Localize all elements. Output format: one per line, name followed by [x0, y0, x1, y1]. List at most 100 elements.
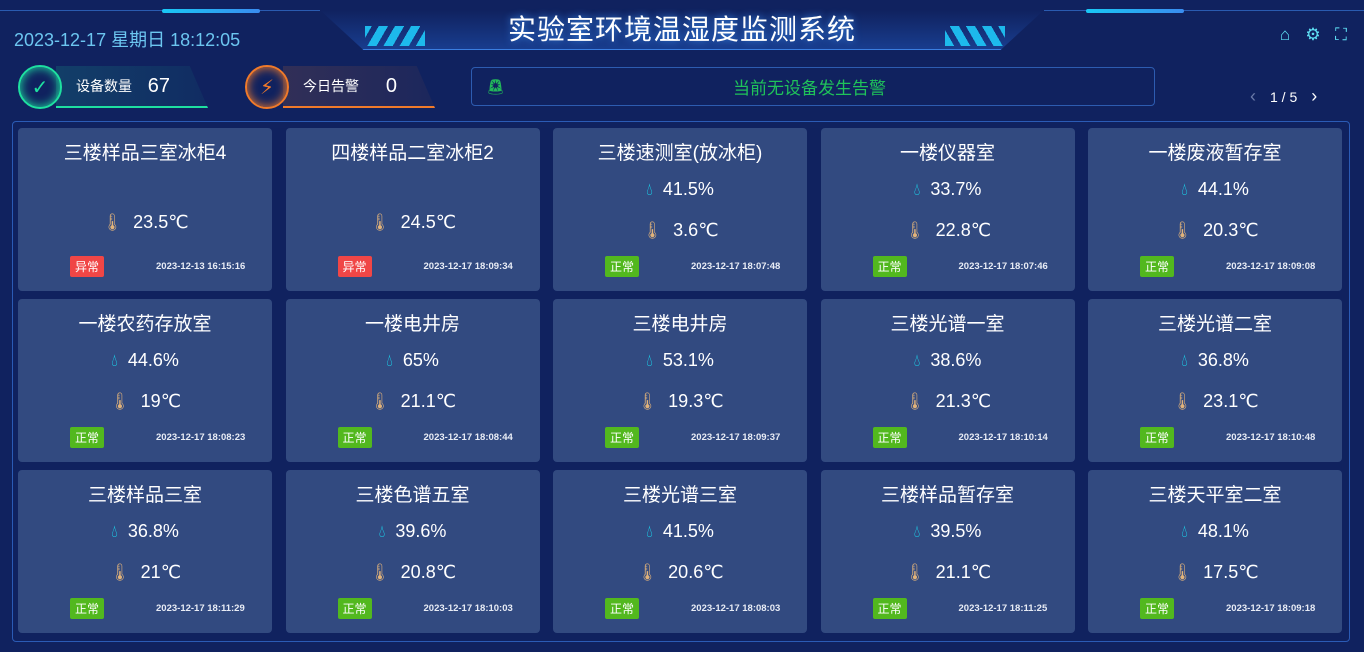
- humidity-value: 38.6%: [930, 350, 982, 370]
- next-page-button[interactable]: ›: [1311, 86, 1318, 106]
- temperature-value: 17.5℃: [1203, 562, 1259, 582]
- device-name: 一楼仪器室: [899, 143, 995, 164]
- update-time: 2023-12-17 18:07:46: [958, 261, 1048, 272]
- status-badge: 正常: [70, 598, 105, 619]
- device-grid: 三楼样品三室冰柜4 🌡︎ 23.5℃ 异常 2023-12-13 16:15:16 四楼样…: [12, 121, 1350, 642]
- status-badge: 异常: [70, 256, 105, 277]
- thermometer-icon: 🌡︎: [636, 391, 659, 411]
- stat-label: 今日告警: [303, 78, 359, 94]
- home-icon[interactable]: ⌂: [1279, 25, 1291, 44]
- thermometer-icon: 🌡︎: [904, 220, 926, 240]
- temperature-value: 3.6℃: [673, 220, 719, 240]
- siren-icon: 🚨︎: [486, 78, 506, 96]
- humidity-value: 36.8%: [127, 521, 179, 541]
- update-time: 2023-12-13 16:15:16: [156, 261, 246, 272]
- device-name: 三楼电井房: [632, 314, 728, 335]
- update-time: 2023-12-17 18:09:34: [423, 261, 513, 272]
- device-card[interactable]: 三楼光谱二室 💧︎ 36.8% 🌡︎ 23.1℃ 正常 2023-12-17 18:10:4…: [1088, 299, 1342, 462]
- status-badge: 正常: [872, 256, 907, 277]
- fullscreen-icon[interactable]: ⛶: [1335, 25, 1347, 44]
- status-badge: 正常: [605, 256, 640, 277]
- update-time: 2023-12-17 18:11:29: [156, 603, 245, 614]
- status-badge: 正常: [70, 427, 105, 448]
- device-card[interactable]: 三楼样品暂存室 💧︎ 39.5% 🌡︎ 21.1℃ 正常 2023-12-17 18:11:…: [820, 470, 1075, 633]
- update-time: 2023-12-17 18:07:48: [691, 261, 781, 272]
- prev-page-button[interactable]: ‹: [1250, 86, 1256, 106]
- gear-icon[interactable]: ⚙: [1305, 25, 1321, 44]
- device-name: 四楼样品二室冰柜2: [331, 143, 494, 164]
- thermometer-icon: 🌡︎: [109, 562, 131, 582]
- device-card[interactable]: 一楼废液暂存室 💧︎ 44.1% 🌡︎ 20.3℃ 正常 2023-12-17 18:09:…: [1088, 128, 1342, 291]
- temperature-value: 20.6℃: [668, 562, 724, 582]
- device-name: 一楼农药存放室: [78, 314, 212, 335]
- header-glow: [1086, 9, 1184, 13]
- update-time: 2023-12-17 18:09:08: [1226, 261, 1316, 272]
- temperature-value: 21.1℃: [400, 391, 456, 411]
- status-badge: 正常: [1140, 256, 1175, 277]
- humidity-icon: 💧︎: [1181, 350, 1188, 370]
- device-card[interactable]: 三楼天平室二室 💧︎ 48.1% 🌡︎ 17.5℃ 正常 2023-12-17 18:09:…: [1088, 470, 1342, 633]
- device-card[interactable]: 一楼农药存放室 💧︎ 44.6% 🌡︎ 19℃ 正常 2023-12-17 18:08:23: [18, 299, 272, 462]
- humidity-value: 36.8%: [1197, 350, 1249, 370]
- update-time: 2023-12-17 18:11:25: [958, 603, 1048, 614]
- device-name: 三楼样品三室: [87, 485, 202, 506]
- temperature-value: 23.5℃: [133, 212, 189, 232]
- humidity-icon: 💧︎: [646, 350, 653, 370]
- humidity-value: 48.1%: [1197, 521, 1249, 541]
- temperature-value: 19℃: [140, 391, 181, 411]
- status-badge: 正常: [605, 427, 640, 448]
- status-badge: 正常: [872, 427, 907, 448]
- device-name: 一楼电井房: [364, 314, 460, 335]
- stat-value: 67: [147, 74, 170, 97]
- device-card[interactable]: 四楼样品二室冰柜2 🌡︎ 24.5℃ 异常 2023-12-17 18:09:34: [285, 128, 540, 291]
- thermometer-icon: 🌡︎: [904, 562, 926, 582]
- status-badge: 正常: [605, 598, 640, 619]
- check-circle-icon: ✓: [18, 65, 62, 109]
- thermometer-icon: 🌡︎: [636, 562, 659, 582]
- humidity-value: 44.6%: [127, 350, 179, 370]
- humidity-icon: 💧︎: [111, 521, 118, 541]
- humidity-value: 39.6%: [395, 521, 447, 541]
- humidity-value: 44.1%: [1197, 179, 1249, 199]
- device-card[interactable]: 一楼仪器室 💧︎ 33.7% 🌡︎ 22.8℃ 正常 2023-12-17 18:07:46: [820, 128, 1075, 291]
- thermometer-icon: 🌡︎: [369, 562, 391, 582]
- humidity-icon: 💧︎: [646, 179, 653, 199]
- device-card[interactable]: 三楼色谱五室 💧︎ 39.6% 🌡︎ 20.8℃ 正常 2023-12-17 18:10:0…: [285, 470, 540, 633]
- device-name: 三楼样品三室冰柜4: [63, 143, 227, 164]
- stat-value: 0: [385, 74, 397, 97]
- today-alarm-stat: ⚡ 今日告警 0: [245, 64, 435, 110]
- humidity-value: 33.7%: [930, 179, 982, 199]
- device-card[interactable]: 一楼电井房 💧︎ 65% 🌡︎ 21.1℃ 正常 2023-12-17 18:08:44: [285, 299, 540, 462]
- status-badge: 正常: [872, 598, 907, 619]
- device-card[interactable]: 三楼光谱三室 💧︎ 41.5% 🌡︎ 20.6℃ 正常 2023-12-17 18:08:0…: [553, 470, 807, 633]
- humidity-icon: 💧︎: [386, 350, 393, 370]
- humidity-icon: 💧︎: [646, 521, 653, 541]
- thermometer-icon: 🌡︎: [1171, 220, 1194, 240]
- update-time: 2023-12-17 18:10:03: [423, 603, 513, 614]
- humidity-value: 53.1%: [662, 350, 714, 370]
- humidity-icon: 💧︎: [111, 350, 118, 370]
- device-card[interactable]: 三楼电井房 💧︎ 53.1% 🌡︎ 19.3℃ 正常 2023-12-17 18:09:37: [553, 299, 807, 462]
- status-badge: 异常: [337, 256, 372, 277]
- device-count-stat: ✓ 设备数量 67: [18, 64, 208, 110]
- device-card[interactable]: 三楼光谱一室 💧︎ 38.6% 🌡︎ 21.3℃ 正常 2023-12-17 18:10:1…: [820, 299, 1075, 462]
- humidity-icon: 💧︎: [913, 179, 921, 199]
- temperature-value: 21.3℃: [935, 391, 991, 411]
- update-time: 2023-12-17 18:08:03: [691, 603, 781, 614]
- device-name: 三楼光谱一室: [890, 314, 1005, 335]
- device-card[interactable]: 三楼速测室(放冰柜) 💧︎ 41.5% 🌡︎ 3.6℃ 正常 2023-12-17 18:0…: [553, 128, 807, 291]
- device-name: 三楼样品暂存室: [880, 485, 1014, 506]
- thermometer-icon: 🌡︎: [109, 391, 131, 411]
- thermometer-icon: 🌡︎: [101, 212, 124, 232]
- update-time: 2023-12-17 18:10:48: [1226, 432, 1316, 443]
- device-name: 三楼光谱二室: [1157, 314, 1272, 335]
- device-card[interactable]: 三楼样品三室冰柜4 🌡︎ 23.5℃ 异常 2023-12-13 16:15:16: [18, 128, 272, 291]
- temperature-value: 21℃: [140, 562, 181, 582]
- device-name: 一楼废液暂存室: [1148, 143, 1282, 164]
- humidity-icon: 💧︎: [1181, 179, 1188, 199]
- humidity-icon: 💧︎: [913, 521, 921, 541]
- device-card[interactable]: 三楼样品三室 💧︎ 36.8% 🌡︎ 21℃ 正常 2023-12-17 18:11:29: [18, 470, 272, 633]
- alarm-message: 当前无设备发生告警: [733, 79, 887, 98]
- header-stripes: [365, 26, 425, 46]
- humidity-value: 39.5%: [930, 521, 982, 541]
